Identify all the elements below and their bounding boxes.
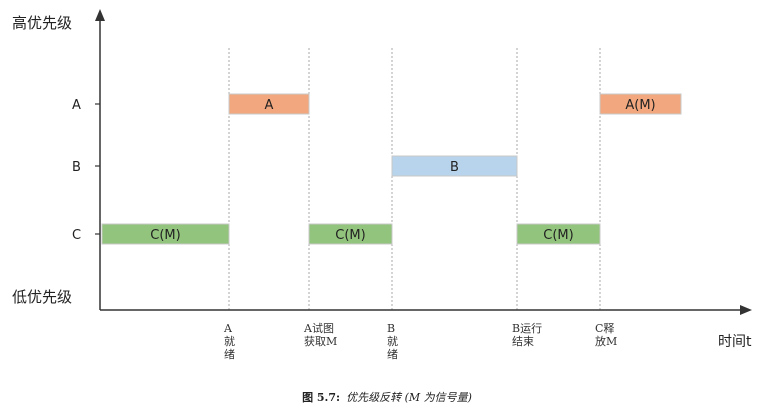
- event-label-line: A试图: [303, 322, 334, 335]
- task-bar-label: B: [450, 160, 459, 175]
- event-guide-lines: [228, 48, 601, 310]
- axes: [95, 9, 752, 315]
- event-label-line: A: [223, 322, 233, 335]
- event-label-line: 绪: [387, 347, 398, 361]
- task-bar: [228, 93, 310, 115]
- task-bar: [391, 155, 518, 177]
- event-label-line: 获取M: [304, 335, 337, 348]
- event-label-line: 结束: [512, 335, 534, 348]
- x-axis-arrow-icon: [740, 305, 752, 315]
- y-axis-top-label: 高优先级: [12, 14, 72, 32]
- task-bar-label: C(M): [335, 228, 365, 243]
- task-bar-label: A: [265, 98, 274, 113]
- level-label: C: [72, 228, 81, 243]
- caption-figure-number: 图 5.7:: [302, 391, 341, 404]
- priority-inversion-diagram: C(M)AC(M)BC(M)A(M) ABC 高优先级 低优先级 时间t A就绪…: [12, 9, 752, 361]
- event-label-line: 就: [387, 334, 398, 348]
- task-bar: [516, 223, 601, 245]
- level-label: B: [72, 160, 81, 175]
- figure-caption: 图 5.7: 优先级反转 (M 为信号量): [0, 389, 774, 405]
- level-label: A: [72, 98, 81, 113]
- y-axis-arrow-icon: [95, 9, 105, 21]
- task-bar: [101, 223, 230, 245]
- event-label-line: 放M: [595, 334, 617, 348]
- event-label-line: 绪: [224, 347, 235, 361]
- event-label-line: B: [387, 322, 395, 335]
- y-axis-bottom-label: 低优先级: [12, 288, 72, 306]
- caption-text: 优先级反转 (M 为信号量): [346, 391, 472, 404]
- task-bars: C(M) A C(M) B C(M) A(M): [101, 93, 682, 245]
- task-bar-label: C(M): [150, 228, 180, 243]
- task-bar-label: C(M): [543, 228, 573, 243]
- event-label-line: B运行: [512, 322, 542, 335]
- priority-levels: A B C: [72, 98, 100, 243]
- event-label-line: 就: [224, 334, 235, 348]
- task-bar: [599, 93, 682, 115]
- task-bar-label: A(M): [625, 98, 655, 113]
- x-axis-label: 时间t: [718, 334, 752, 350]
- task-bar: [308, 223, 393, 245]
- event-label-line: C释: [595, 322, 614, 335]
